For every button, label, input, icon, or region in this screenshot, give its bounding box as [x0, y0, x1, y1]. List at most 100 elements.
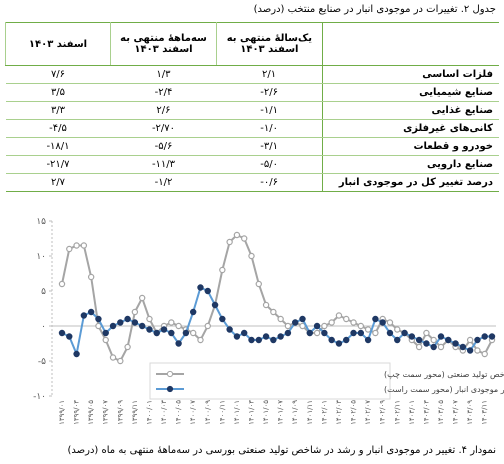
data-point	[415, 336, 423, 344]
data-point	[343, 336, 350, 344]
data-point	[197, 284, 204, 291]
data-point	[328, 336, 335, 344]
data-point	[321, 329, 328, 337]
data-point	[117, 357, 124, 365]
x-tick-label: ۱۴۰۲/۰۳	[335, 400, 343, 425]
data-point	[102, 329, 109, 337]
table-row: صنایع دارویی -۵/۰ -۱۱/۳ -۲۱/۷	[5, 155, 499, 174]
data-point	[66, 333, 73, 340]
cell: -۱/۲	[110, 173, 217, 192]
data-point	[219, 315, 226, 323]
x-tick-label: ۱۴۰۰/۰۷	[189, 400, 197, 425]
data-point	[131, 319, 139, 326]
data-point	[299, 315, 306, 323]
data-point	[488, 333, 496, 340]
data-point	[357, 329, 365, 337]
cell: -۵/۰	[216, 155, 323, 174]
data-point	[430, 343, 437, 351]
data-point	[197, 336, 204, 344]
legend-marker	[166, 370, 174, 378]
x-tick-label: ۱۴۰۳/۰۳	[422, 400, 430, 425]
cell: ۱/۳	[110, 65, 217, 84]
data-point	[138, 294, 146, 302]
cell: -۲۱/۷	[5, 155, 111, 174]
data-point	[182, 329, 190, 337]
cell: ۲/۶	[110, 101, 217, 120]
data-point	[255, 336, 262, 344]
x-tick-label: ۱۴۰۰/۰۱	[145, 400, 153, 425]
data-point	[335, 312, 343, 319]
data-point	[452, 340, 459, 347]
data-point	[394, 326, 401, 333]
data-point	[357, 322, 365, 330]
y-tick-label: ۱۰	[36, 252, 46, 262]
data-point	[437, 333, 445, 340]
data-point	[372, 329, 379, 337]
data-point	[350, 319, 357, 326]
data-point	[204, 322, 211, 330]
data-point	[175, 322, 182, 330]
row-label: درصد تغییر کل در موجودی انبار	[321, 173, 499, 192]
x-tick-label: ۱۴۰۱/۰۹	[291, 400, 299, 425]
table-row: کانی‌های غیرفلزی -۱/۰ -۲/۷۰ -۴/۵	[5, 119, 499, 138]
cell: -۳/۱	[216, 137, 323, 156]
data-point	[364, 336, 372, 344]
data-point	[80, 242, 88, 249]
data-point	[248, 252, 255, 260]
x-tick-label: ۱۴۰۳/۰۷	[452, 400, 460, 425]
cell: ۳/۳	[5, 101, 111, 120]
data-point	[306, 329, 313, 337]
data-point	[401, 329, 408, 337]
row-label: صنایع دارویی	[321, 155, 499, 174]
data-point	[168, 329, 175, 337]
data-point	[124, 343, 131, 351]
cell: -۴/۵	[5, 119, 111, 138]
data-point	[117, 319, 124, 326]
data-point	[124, 315, 131, 323]
table-row: خودرو و قطعات -۳/۱ -۵/۶ -۱۸/۱	[5, 137, 499, 156]
data-point	[248, 336, 255, 344]
data-point	[423, 329, 430, 337]
header-row: یک‌سالهٔ منتهی به اسفند ۱۴۰۳ سه‌ماههٔ منت…	[4, 22, 499, 66]
row-label: فلزات اساسی	[321, 65, 499, 84]
data-point	[160, 326, 168, 333]
data-point	[408, 333, 416, 340]
header-cell	[321, 22, 499, 66]
table-row: درصد تغییر کل در موجودی انبار -۰/۶ -۱/۲ ۲/۷	[5, 173, 499, 192]
chart-caption: نمودار ۴. تغییر در موجودی انبار و رشد در…	[67, 445, 497, 456]
data-point	[474, 336, 481, 344]
legend-marker	[166, 385, 174, 393]
data-table: یک‌سالهٔ منتهی به اسفند ۱۴۰۳ سه‌ماههٔ منت…	[4, 22, 499, 192]
data-point	[233, 333, 241, 340]
x-tick-label: ۱۴۰۱/۰۵	[262, 400, 270, 425]
legend-label: رشد سه ماهه شاخص تولید صنعتی (محور سمت چ…	[384, 370, 504, 379]
data-point	[109, 354, 117, 361]
data-point	[379, 319, 386, 326]
data-point	[66, 245, 73, 253]
x-tick-label: ۱۴۰۲/۰۱	[320, 400, 328, 425]
data-point	[481, 333, 488, 340]
data-point	[262, 333, 270, 340]
data-point	[292, 319, 299, 326]
data-point	[270, 336, 277, 344]
cell: ۲/۱	[216, 65, 323, 84]
table-row: فلزات اساسی ۲/۱ ۱/۳ ۷/۶	[5, 65, 499, 84]
data-point	[386, 319, 394, 326]
data-point	[87, 273, 95, 281]
data-point	[415, 343, 423, 351]
data-point	[146, 315, 153, 323]
data-point	[175, 340, 182, 347]
data-point	[313, 329, 321, 337]
data-point	[211, 301, 219, 309]
header-cell: اسفند ۱۴۰۳	[4, 22, 111, 66]
data-point	[277, 315, 284, 323]
x-tick-label: ۱۴۰۳/۱۱	[481, 400, 489, 425]
cell: -۱/۱	[216, 101, 323, 120]
data-point	[95, 315, 102, 323]
x-tick-label: ۱۴۰۲/۰۷	[364, 400, 372, 425]
data-point	[233, 231, 241, 239]
data-point	[481, 350, 488, 358]
data-point	[386, 329, 394, 337]
